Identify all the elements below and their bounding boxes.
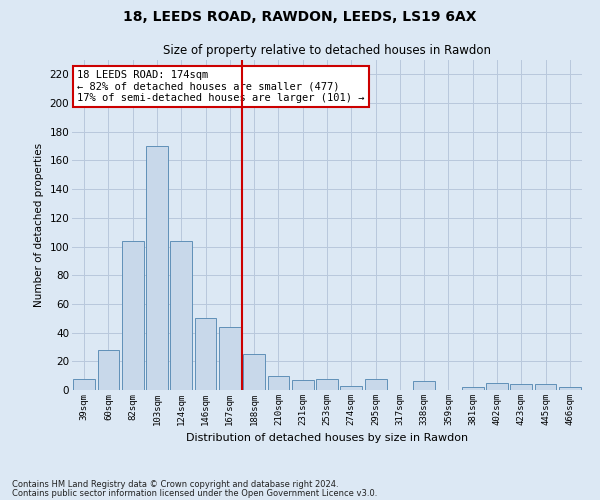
Title: Size of property relative to detached houses in Rawdon: Size of property relative to detached ho… <box>163 44 491 58</box>
Text: 18, LEEDS ROAD, RAWDON, LEEDS, LS19 6AX: 18, LEEDS ROAD, RAWDON, LEEDS, LS19 6AX <box>123 10 477 24</box>
Bar <box>97 350 119 390</box>
Bar <box>340 386 362 390</box>
Bar <box>73 378 95 390</box>
Bar <box>170 241 192 390</box>
Bar <box>243 354 265 390</box>
Bar <box>462 387 484 390</box>
X-axis label: Distribution of detached houses by size in Rawdon: Distribution of detached houses by size … <box>186 434 468 444</box>
Bar <box>316 378 338 390</box>
Bar <box>122 241 143 390</box>
Bar <box>194 318 217 390</box>
Bar <box>486 383 508 390</box>
Bar <box>292 380 314 390</box>
Bar <box>559 387 581 390</box>
Bar <box>146 146 168 390</box>
Bar <box>268 376 289 390</box>
Bar <box>535 384 556 390</box>
Text: Contains public sector information licensed under the Open Government Licence v3: Contains public sector information licen… <box>12 488 377 498</box>
Y-axis label: Number of detached properties: Number of detached properties <box>34 143 44 307</box>
Bar <box>219 327 241 390</box>
Bar <box>511 384 532 390</box>
Bar <box>413 382 435 390</box>
Bar <box>365 378 386 390</box>
Text: 18 LEEDS ROAD: 174sqm
← 82% of detached houses are smaller (477)
17% of semi-det: 18 LEEDS ROAD: 174sqm ← 82% of detached … <box>77 70 365 103</box>
Text: Contains HM Land Registry data © Crown copyright and database right 2024.: Contains HM Land Registry data © Crown c… <box>12 480 338 489</box>
